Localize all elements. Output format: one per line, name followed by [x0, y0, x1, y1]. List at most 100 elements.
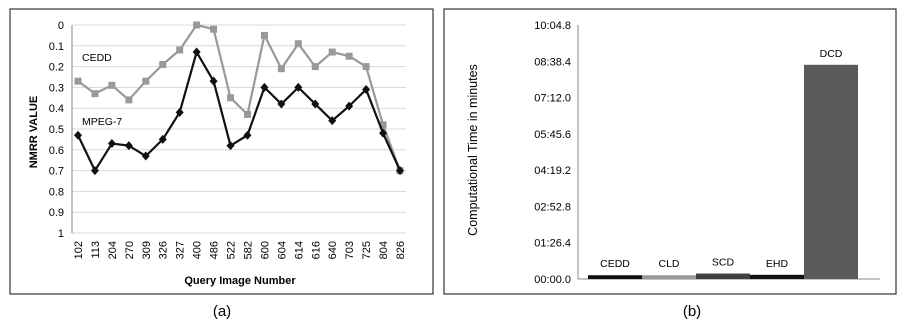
data-point [345, 101, 354, 111]
bar [750, 274, 804, 279]
x-tick-label: 600 [259, 241, 271, 259]
y-tick-label: 05:45.6 [534, 129, 571, 141]
data-point [108, 81, 116, 89]
data-point [142, 77, 150, 85]
y-tick-label: 0 [58, 20, 64, 32]
y-tick-label: 0.2 [49, 62, 64, 74]
data-point [379, 121, 387, 129]
data-point [328, 48, 336, 56]
panel-a-frame [9, 8, 434, 295]
y-tick-label: 0.5 [49, 124, 64, 136]
panel-a-y-tick-labels: 0 0.1 0.2 0.3 0.4 0.5 0.6 0.7 0.8 0.9 1 [49, 20, 64, 240]
data-point [125, 96, 133, 104]
data-point [90, 166, 99, 176]
x-tick-label: 309 [141, 241, 153, 259]
y-tick-label: 0.9 [49, 207, 64, 219]
x-tick-label: 725 [361, 241, 373, 259]
data-point [141, 151, 150, 161]
x-tick-label: 804 [378, 241, 390, 259]
x-tick-label: 326 [158, 241, 170, 259]
data-point [277, 65, 285, 73]
panel-b-y-axis-title: Computational Time in minutes [466, 64, 480, 236]
data-point [379, 128, 388, 138]
data-point [158, 134, 167, 144]
panel-b-bars: CEDD CLD SCD EHD DCD [588, 48, 858, 279]
caption-b: (b) [683, 303, 701, 320]
y-tick-label: 04:19.2 [534, 165, 571, 177]
bar-label: CEDD [600, 258, 630, 270]
bar [696, 273, 750, 279]
y-tick-label: 1 [58, 228, 64, 240]
panel-b-bar-chart: 00:00.0 01:26.4 02:52.8 04:19.2 05:45.6 07:12… [443, 8, 897, 295]
panel-a-line-chart: 0 0.1 0.2 0.3 0.4 0.5 0.6 0.7 0.8 0.9 1 102 113 204 2… [9, 8, 434, 295]
data-point [193, 21, 201, 29]
x-tick-label: 327 [175, 241, 187, 259]
data-point [227, 94, 235, 102]
bar [588, 275, 642, 279]
x-tick-label: 270 [124, 241, 136, 259]
series-label-mpeg7: MPEG-7 [82, 116, 122, 128]
y-tick-label: 0.6 [49, 145, 64, 157]
y-tick-label: 00:00.0 [534, 274, 571, 286]
data-point [175, 107, 184, 117]
x-tick-label: 204 [107, 241, 119, 259]
x-tick-label: 486 [209, 241, 221, 259]
x-tick-label: 604 [276, 241, 288, 259]
panel-a-x-tick-labels: 102 113 204 270 309 326 327 400 486 522 582 600 604 6… [73, 241, 407, 259]
x-tick-label: 522 [226, 241, 238, 259]
data-point [226, 141, 235, 151]
data-point [294, 82, 303, 92]
data-point [260, 31, 268, 39]
data-point [311, 63, 319, 71]
data-point [74, 77, 82, 85]
x-tick-label: 113 [90, 241, 102, 259]
x-tick-label: 582 [242, 241, 254, 259]
bar-label: DCD [820, 48, 843, 60]
data-point [362, 63, 370, 71]
y-tick-label: 10:04.8 [534, 20, 571, 32]
data-point [107, 139, 116, 149]
bar [642, 275, 696, 279]
data-point [396, 166, 404, 176]
data-point [210, 25, 218, 33]
bar [804, 64, 858, 279]
data-point [91, 90, 99, 98]
y-tick-label: 02:52.8 [534, 201, 571, 213]
data-point [243, 130, 252, 140]
bar-label: EHD [766, 258, 789, 270]
panel-a-y-axis-title: NMRR VALUE [28, 96, 40, 169]
data-point [260, 82, 269, 92]
x-tick-label: 826 [395, 241, 407, 259]
series-line [77, 49, 402, 173]
data-point [74, 130, 82, 140]
data-point [345, 52, 353, 60]
data-point [362, 84, 371, 94]
x-tick-label: 616 [310, 241, 322, 259]
caption-a: (a) [213, 303, 231, 320]
data-point [243, 110, 251, 118]
y-tick-label: 0.8 [49, 186, 64, 198]
x-tick-label: 102 [73, 241, 85, 259]
series-label-cedd: CEDD [82, 52, 112, 64]
data-point [192, 47, 201, 57]
panel-a-series [74, 21, 404, 176]
data-point [328, 116, 337, 126]
x-tick-label: 400 [192, 241, 204, 259]
data-point [159, 61, 167, 69]
bar-label: CLD [658, 258, 679, 270]
bar-label: SCD [712, 257, 735, 269]
y-tick-label: 07:12.0 [534, 93, 571, 105]
y-tick-label: 0.7 [49, 166, 64, 178]
y-tick-label: 0.3 [49, 82, 64, 94]
data-point [311, 99, 320, 109]
data-point [209, 76, 218, 86]
x-tick-label: 614 [293, 241, 305, 259]
data-point [294, 40, 302, 48]
data-point [277, 99, 286, 109]
data-point [176, 46, 184, 54]
panel-a-gridlines [71, 24, 406, 234]
y-tick-label: 01:26.4 [534, 238, 571, 250]
y-tick-label: 08:38.4 [534, 56, 571, 68]
x-tick-label: 703 [344, 241, 356, 259]
